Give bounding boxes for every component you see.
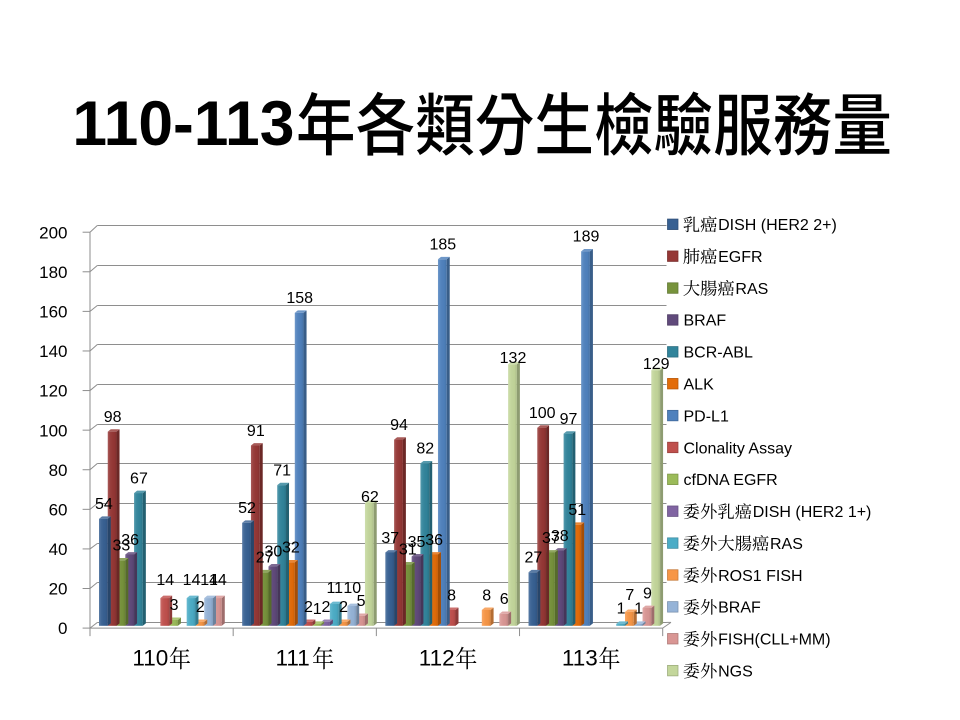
svg-text:37: 37: [542, 530, 560, 547]
svg-text:BRAF: BRAF: [684, 313, 727, 330]
svg-text:36: 36: [121, 532, 139, 549]
svg-text:140: 140: [39, 342, 67, 361]
svg-text:33: 33: [113, 538, 131, 555]
svg-text:40: 40: [49, 540, 68, 559]
svg-text:185: 185: [430, 237, 457, 254]
svg-text:6: 6: [500, 591, 509, 608]
svg-text:82: 82: [416, 441, 434, 458]
svg-text:38: 38: [551, 528, 569, 545]
svg-text:189: 189: [573, 229, 600, 246]
svg-text:54: 54: [95, 496, 113, 513]
svg-text:132: 132: [500, 350, 527, 367]
svg-text:32: 32: [282, 540, 300, 557]
svg-text:7: 7: [625, 587, 634, 604]
svg-text:20: 20: [49, 580, 68, 599]
svg-text:EGFR: EGFR: [718, 249, 762, 266]
svg-text:8: 8: [447, 587, 456, 604]
svg-text:100: 100: [39, 421, 67, 440]
svg-text:2: 2: [339, 599, 348, 616]
svg-text:1: 1: [634, 600, 643, 617]
svg-text:158: 158: [286, 290, 313, 307]
svg-text:14: 14: [200, 572, 218, 589]
svg-text:Clonality Assay: Clonality Assay: [684, 440, 793, 457]
svg-text:10: 10: [343, 580, 361, 597]
svg-text:1: 1: [617, 600, 626, 617]
svg-text:8: 8: [482, 587, 491, 604]
svg-text:ALK: ALK: [684, 377, 715, 394]
svg-text:37: 37: [381, 530, 399, 547]
svg-text:DISH (HER2 2+): DISH (HER2 2+): [718, 217, 837, 234]
svg-text:BRAF: BRAF: [718, 600, 761, 617]
svg-text:11: 11: [326, 580, 343, 597]
svg-text:67: 67: [130, 470, 148, 487]
svg-text:27: 27: [256, 550, 274, 567]
svg-text:27: 27: [525, 550, 543, 567]
svg-text:160: 160: [39, 302, 67, 321]
svg-text:2: 2: [304, 599, 313, 616]
svg-text:62: 62: [361, 489, 379, 506]
svg-text:1: 1: [313, 601, 322, 618]
svg-text:14: 14: [209, 572, 227, 589]
svg-text:91: 91: [247, 423, 265, 440]
svg-text:2: 2: [322, 599, 331, 616]
svg-text:97: 97: [560, 411, 578, 428]
svg-text:PD-L1: PD-L1: [684, 408, 729, 425]
svg-text:60: 60: [49, 500, 68, 519]
svg-text:cfDNA EGFR: cfDNA EGFR: [684, 472, 778, 489]
svg-text:36: 36: [425, 532, 443, 549]
svg-text:3: 3: [170, 597, 179, 614]
svg-text:2: 2: [196, 599, 205, 616]
svg-text:0: 0: [58, 619, 67, 638]
svg-text:ROS1 FISH: ROS1 FISH: [718, 568, 802, 585]
svg-text:112: 112: [419, 646, 455, 671]
svg-text:14: 14: [183, 572, 201, 589]
svg-text:RAS: RAS: [735, 281, 768, 298]
svg-text:180: 180: [39, 263, 67, 282]
svg-text:BCR-ABL: BCR-ABL: [684, 345, 753, 362]
svg-text:111: 111: [276, 646, 310, 671]
svg-text:71: 71: [273, 462, 291, 479]
svg-text:30: 30: [264, 544, 282, 561]
svg-text:FISH(CLL+MM): FISH(CLL+MM): [718, 632, 830, 649]
svg-text:98: 98: [104, 409, 122, 426]
svg-text:DISH (HER2 1+): DISH (HER2 1+): [753, 504, 872, 521]
svg-text:9: 9: [643, 585, 652, 602]
svg-text:5: 5: [357, 593, 366, 610]
svg-text:14: 14: [156, 572, 174, 589]
svg-text:RAS: RAS: [770, 536, 803, 553]
svg-text:80: 80: [49, 461, 68, 480]
svg-text:110-113: 110-113: [72, 89, 294, 159]
svg-text:94: 94: [390, 417, 408, 434]
svg-text:110: 110: [132, 646, 168, 671]
svg-text:100: 100: [529, 405, 556, 422]
svg-text:NGS: NGS: [718, 663, 753, 680]
svg-text:51: 51: [568, 502, 586, 519]
svg-text:31: 31: [399, 542, 417, 559]
svg-text:52: 52: [238, 500, 256, 517]
svg-text:129: 129: [643, 356, 670, 373]
svg-text:113: 113: [562, 646, 598, 671]
svg-text:120: 120: [39, 382, 67, 401]
svg-text:200: 200: [39, 223, 67, 242]
svg-text:35: 35: [408, 534, 426, 551]
